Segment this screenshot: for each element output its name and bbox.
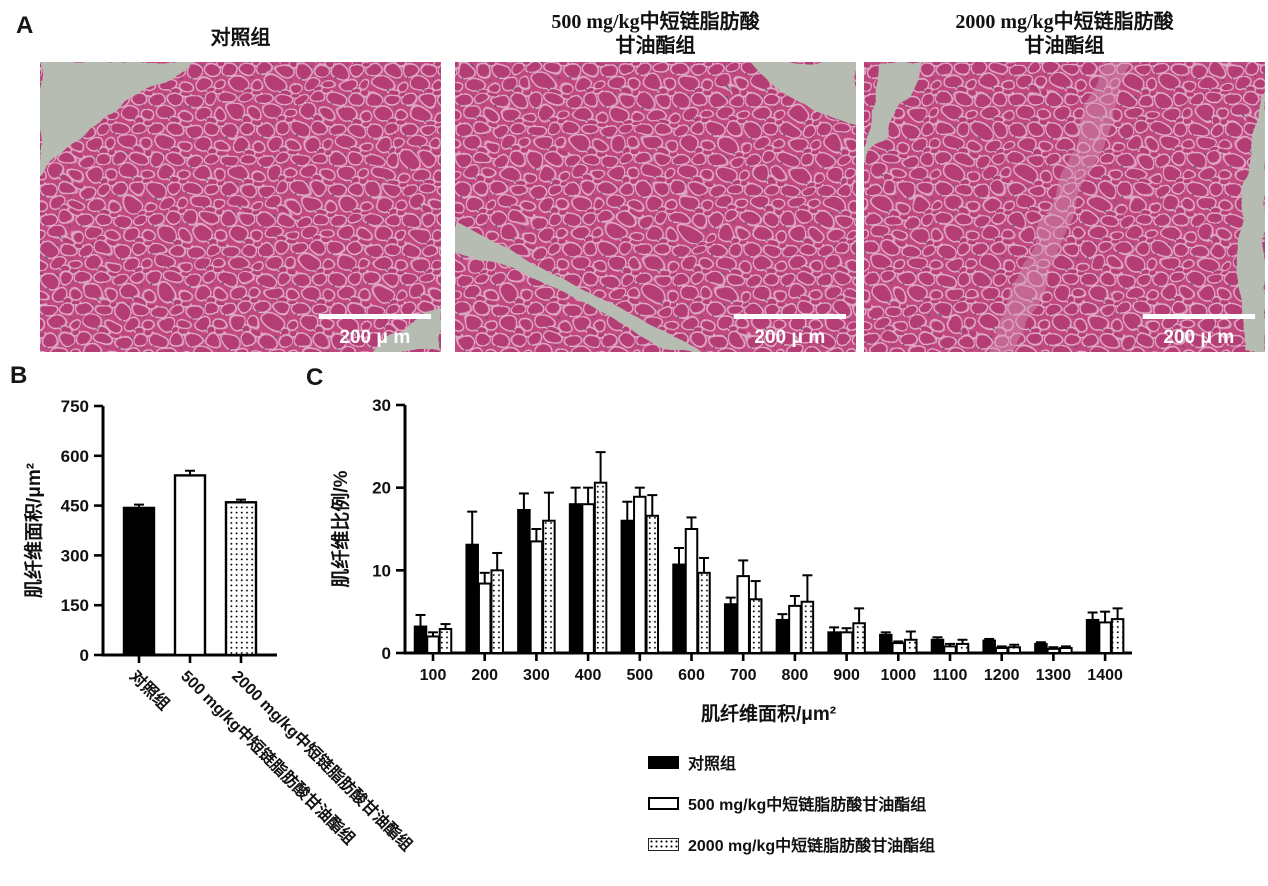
svg-text:300: 300	[523, 667, 550, 684]
micrograph-title-500-line1: 500 mg/kg中短链脂肪酸	[551, 11, 760, 33]
svg-text:肌纤维比例/%: 肌纤维比例/%	[329, 470, 352, 587]
svg-text:1300: 1300	[1036, 667, 1072, 684]
svg-text:800: 800	[782, 667, 809, 684]
chart-legend: 对照组 500 mg/kg中短链脂肪酸甘油酯组 2000 mg/kg中短链脂肪酸…	[648, 750, 935, 856]
scale-bar: 200 μ m	[318, 314, 431, 348]
svg-text:肌纤维面积/μm²: 肌纤维面积/μm²	[22, 463, 45, 598]
legend-item-2000: 2000 mg/kg中短链脂肪酸甘油酯组	[648, 832, 935, 856]
svg-text:450: 450	[61, 497, 89, 516]
svg-text:750: 750	[61, 397, 89, 416]
scale-bar-label: 200 μ m	[339, 327, 410, 348]
svg-text:1000: 1000	[881, 667, 917, 684]
panel-c-label: C	[306, 364, 324, 391]
micrograph-title-2000-line2: 甘油酯组	[1024, 35, 1105, 57]
legend-label-control: 对照组	[688, 756, 737, 773]
scale-bar: 200 μ m	[1142, 314, 1255, 348]
legend-swatch-dotted-icon	[648, 837, 679, 851]
svg-text:400: 400	[575, 667, 602, 684]
svg-text:700: 700	[730, 667, 757, 684]
svg-text:20: 20	[372, 479, 391, 498]
legend-label-500: 500 mg/kg中短链脂肪酸甘油酯组	[688, 797, 927, 814]
svg-text:30: 30	[372, 396, 391, 415]
legend-item-500: 500 mg/kg中短链脂肪酸甘油酯组	[648, 791, 935, 815]
svg-text:500: 500	[626, 667, 653, 684]
micrograph-title-2000-line1: 2000 mg/kg中短链脂肪酸	[955, 11, 1174, 33]
svg-text:0: 0	[382, 644, 391, 663]
legend-swatch-black-icon	[648, 755, 679, 769]
scale-bar-label: 200 μ m	[1163, 327, 1234, 348]
panel-b-label: B	[10, 362, 28, 389]
svg-text:200: 200	[471, 667, 498, 684]
histology-image-2000: 200 μ m	[864, 62, 1265, 352]
legend-swatch-white-icon	[648, 796, 679, 810]
legend-item-control: 对照组	[648, 750, 935, 774]
svg-text:肌纤维面积/μm²: 肌纤维面积/μm²	[701, 702, 836, 725]
scale-bar-label: 200 μ m	[754, 327, 825, 348]
histology-image-control: 200 μ m	[40, 62, 441, 352]
svg-text:150: 150	[61, 596, 89, 615]
svg-text:600: 600	[61, 447, 89, 466]
micrograph-title-control: 对照组	[40, 26, 441, 50]
svg-text:900: 900	[833, 667, 860, 684]
micrograph-title-500: 500 mg/kg中短链脂肪酸 甘油酯组	[455, 10, 856, 58]
histology-image-500: 200 μ m	[455, 62, 856, 352]
micrograph-title-control-line1: 对照组	[210, 27, 271, 49]
svg-text:1100: 1100	[933, 667, 968, 684]
svg-text:10: 10	[372, 561, 391, 580]
svg-text:对照组: 对照组	[126, 666, 173, 713]
svg-text:300: 300	[61, 546, 89, 565]
svg-text:0: 0	[80, 646, 89, 665]
svg-text:600: 600	[678, 667, 705, 684]
svg-text:1400: 1400	[1087, 667, 1123, 684]
micrograph-title-500-line2: 甘油酯组	[615, 35, 696, 57]
scale-bar: 200 μ m	[733, 314, 846, 348]
grouped-bar-chart-fiber-size-distribution: 0 10 20 30 肌纤维比例/% 100 200 300 400 500 600 700 800 90…	[329, 396, 1132, 725]
svg-text:100: 100	[420, 667, 447, 684]
micrograph-title-2000: 2000 mg/kg中短链脂肪酸 甘油酯组	[864, 10, 1265, 58]
panel-a-label: A	[16, 12, 34, 39]
legend-label-2000: 2000 mg/kg中短链脂肪酸甘油酯组	[688, 838, 936, 855]
svg-text:1200: 1200	[984, 667, 1020, 684]
